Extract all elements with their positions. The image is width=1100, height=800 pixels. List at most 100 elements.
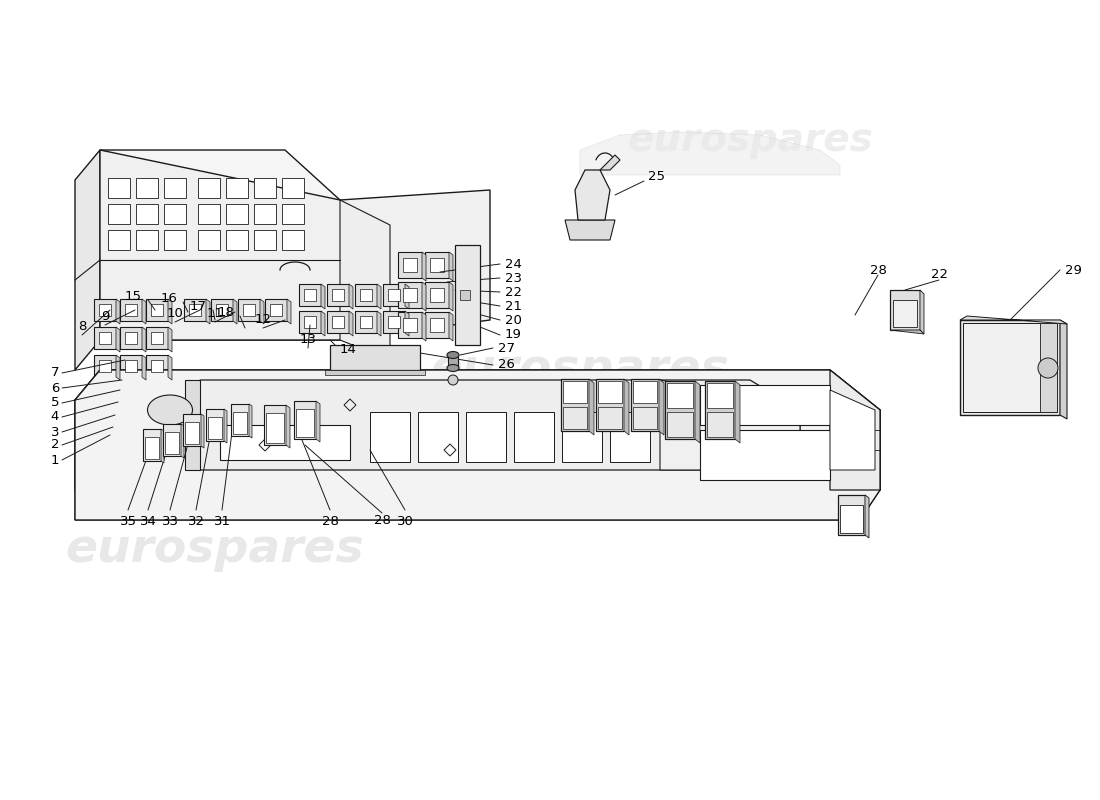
Polygon shape: [189, 304, 201, 316]
Polygon shape: [563, 407, 587, 429]
Polygon shape: [260, 299, 264, 324]
Polygon shape: [100, 370, 880, 490]
Polygon shape: [294, 401, 316, 439]
Polygon shape: [580, 132, 840, 175]
Polygon shape: [264, 405, 286, 445]
Polygon shape: [145, 437, 160, 459]
Polygon shape: [136, 230, 158, 250]
Circle shape: [1038, 358, 1058, 378]
Polygon shape: [224, 409, 227, 443]
Polygon shape: [667, 383, 693, 408]
Polygon shape: [270, 304, 282, 316]
Text: 24: 24: [505, 258, 521, 270]
Polygon shape: [299, 311, 321, 333]
Polygon shape: [960, 316, 1067, 324]
Polygon shape: [388, 316, 400, 328]
Polygon shape: [355, 311, 377, 333]
Polygon shape: [226, 204, 248, 224]
Text: 25: 25: [648, 170, 666, 183]
Polygon shape: [398, 282, 422, 308]
Polygon shape: [327, 311, 349, 333]
Polygon shape: [449, 312, 453, 341]
Polygon shape: [184, 299, 206, 321]
Polygon shape: [206, 299, 210, 324]
Text: 26: 26: [498, 358, 515, 371]
Polygon shape: [460, 290, 470, 300]
Polygon shape: [330, 345, 420, 370]
Text: 34: 34: [140, 515, 156, 528]
Text: eurospares: eurospares: [627, 121, 873, 159]
Polygon shape: [211, 299, 233, 321]
Polygon shape: [360, 289, 372, 301]
Polygon shape: [321, 311, 324, 336]
Polygon shape: [100, 150, 490, 340]
Text: 30: 30: [397, 515, 414, 528]
Polygon shape: [185, 380, 200, 470]
Text: 10: 10: [166, 307, 184, 320]
Polygon shape: [304, 289, 316, 301]
Text: 13: 13: [299, 333, 317, 346]
Polygon shape: [562, 412, 602, 462]
Polygon shape: [299, 284, 321, 306]
Polygon shape: [99, 332, 111, 344]
Polygon shape: [254, 204, 276, 224]
Polygon shape: [377, 284, 381, 309]
Polygon shape: [632, 381, 657, 403]
Polygon shape: [430, 318, 443, 332]
Polygon shape: [340, 200, 390, 360]
Polygon shape: [94, 299, 115, 321]
Polygon shape: [404, 288, 417, 302]
Polygon shape: [324, 370, 425, 375]
Polygon shape: [666, 381, 695, 439]
Polygon shape: [164, 204, 186, 224]
Polygon shape: [388, 289, 400, 301]
Polygon shape: [838, 495, 865, 535]
Text: 9: 9: [101, 310, 109, 323]
Polygon shape: [208, 417, 222, 439]
Polygon shape: [164, 230, 186, 250]
Polygon shape: [598, 381, 622, 403]
Text: 31: 31: [213, 515, 231, 528]
Polygon shape: [707, 412, 733, 437]
Polygon shape: [449, 252, 453, 281]
Polygon shape: [108, 178, 130, 198]
Polygon shape: [142, 327, 146, 352]
Polygon shape: [563, 381, 587, 403]
Polygon shape: [146, 299, 168, 321]
Polygon shape: [430, 288, 443, 302]
Polygon shape: [360, 316, 372, 328]
Polygon shape: [960, 320, 1060, 415]
Polygon shape: [561, 379, 588, 431]
Polygon shape: [893, 300, 917, 327]
Polygon shape: [700, 430, 830, 480]
Text: 6: 6: [51, 382, 59, 394]
Polygon shape: [920, 290, 924, 334]
Polygon shape: [142, 355, 146, 380]
Text: 28: 28: [870, 263, 887, 277]
Polygon shape: [598, 407, 622, 429]
Polygon shape: [377, 311, 381, 336]
Polygon shape: [220, 425, 350, 460]
Polygon shape: [201, 414, 203, 448]
Polygon shape: [890, 330, 924, 334]
Text: 1: 1: [51, 454, 59, 466]
Polygon shape: [226, 178, 248, 198]
Polygon shape: [233, 412, 248, 434]
Polygon shape: [865, 495, 869, 538]
Polygon shape: [659, 379, 664, 435]
Polygon shape: [304, 316, 316, 328]
Polygon shape: [600, 155, 620, 170]
Polygon shape: [830, 390, 874, 470]
Polygon shape: [231, 404, 249, 436]
Polygon shape: [398, 252, 422, 278]
Polygon shape: [296, 409, 314, 437]
Polygon shape: [198, 178, 220, 198]
Polygon shape: [425, 312, 449, 338]
Text: 20: 20: [505, 314, 521, 326]
Text: 33: 33: [162, 515, 178, 528]
Polygon shape: [830, 370, 880, 490]
Text: 23: 23: [505, 271, 522, 285]
Polygon shape: [705, 381, 735, 439]
Polygon shape: [146, 327, 168, 349]
Polygon shape: [398, 312, 422, 338]
